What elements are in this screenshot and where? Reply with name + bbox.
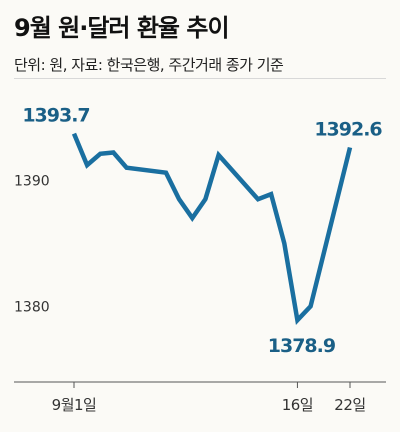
data-label: 1392.6 bbox=[314, 118, 382, 140]
data-label: 1393.7 bbox=[22, 105, 89, 127]
y-axis-ticks: 1380 1390 bbox=[14, 173, 50, 315]
y-tick-label: 1380 bbox=[14, 299, 50, 315]
title-divider bbox=[14, 78, 386, 79]
chart-subtitle: 단위: 원, 자료: 한국은행, 주간거래 종가 기준 bbox=[14, 56, 284, 74]
chart-title: 9월 원·달러 환율 추이 bbox=[14, 14, 230, 42]
exchange-rate-series-line bbox=[71, 132, 353, 326]
x-axis-ticks: 9월1일 16일 22일 bbox=[52, 382, 366, 414]
x-tick-label: 16일 bbox=[282, 396, 313, 414]
x-tick-label: 22일 bbox=[334, 396, 365, 414]
data-labels: 1393.7 1378.9 1392.6 bbox=[20, 103, 385, 360]
y-tick-label: 1390 bbox=[14, 173, 50, 189]
x-tick-label: 9월1일 bbox=[52, 396, 97, 414]
data-label: 1378.9 bbox=[268, 335, 335, 357]
